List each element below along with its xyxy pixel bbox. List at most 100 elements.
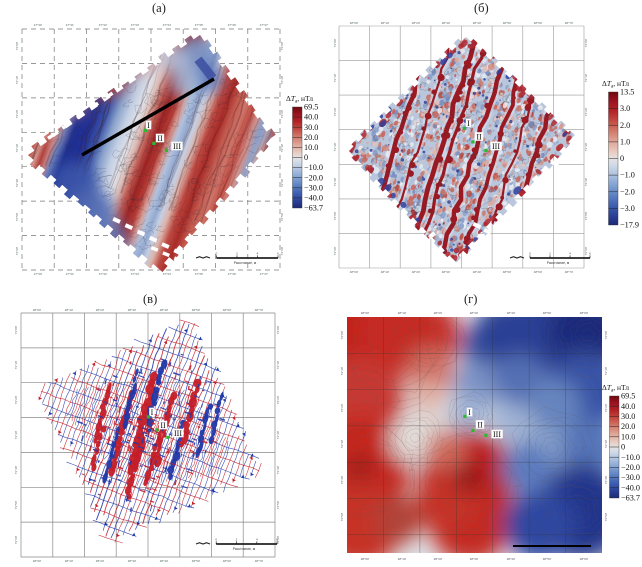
svg-text:47°32ʹ: 47°32ʹ <box>99 272 108 276</box>
svg-text:−20.0: −20.0 <box>621 463 640 472</box>
svg-text:73°30ʹ: 73°30ʹ <box>340 439 344 448</box>
svg-text:48°40ʹ: 48°40ʹ <box>473 21 482 25</box>
svg-text:73°00ʹ: 73°00ʹ <box>333 38 337 47</box>
svg-text:73°30ʹ: 73°30ʹ <box>14 430 18 439</box>
svg-text:II: II <box>160 421 166 430</box>
svg-text:73°50ʹ: 73°50ʹ <box>584 211 588 220</box>
svg-text:2: 2 <box>236 537 238 541</box>
svg-text:48°40ʹ: 48°40ʹ <box>160 308 169 312</box>
svg-text:48°50ʹ: 48°50ʹ <box>503 21 512 25</box>
svg-text:73°60ʹ: 73°60ʹ <box>333 246 337 255</box>
svg-text:0: 0 <box>216 251 218 255</box>
svg-text:20.0: 20.0 <box>304 133 318 142</box>
svg-text:48°50ʹ: 48°50ʹ <box>503 270 512 274</box>
svg-text:73°40ʹ: 73°40ʹ <box>584 177 588 186</box>
svg-text:73°30ʹ: 73°30ʹ <box>333 142 337 151</box>
svg-text:48°00ʹ: 48°00ʹ <box>350 21 359 25</box>
svg-text:48°50ʹ: 48°50ʹ <box>543 557 552 561</box>
svg-text:I: I <box>468 408 471 417</box>
svg-text:−30.0: −30.0 <box>304 183 323 192</box>
svg-text:48°30ʹ: 48°30ʹ <box>442 270 451 274</box>
svg-text:69.5: 69.5 <box>304 103 318 112</box>
svg-text:48°30ʹ: 48°30ʹ <box>470 311 479 315</box>
svg-text:73°50ʹ: 73°50ʹ <box>340 512 344 521</box>
svg-text:II: II <box>157 134 163 143</box>
svg-text:48°40ʹ: 48°40ʹ <box>507 311 516 315</box>
svg-text:48°70ʹ: 48°70ʹ <box>565 270 574 274</box>
svg-text:73°00ʹ: 73°00ʹ <box>15 41 19 50</box>
svg-text:48°20ʹ: 48°20ʹ <box>96 559 105 563</box>
svg-text:73°50ʹ: 73°50ʹ <box>333 211 337 220</box>
svg-text:I: I <box>151 408 154 417</box>
svg-text:47°31ʹ: 47°31ʹ <box>66 272 75 276</box>
svg-text:1.0: 1.0 <box>620 138 630 147</box>
svg-text:ΔTa, нТл: ΔTa, нТл <box>286 94 313 105</box>
svg-text:47°33ʹ: 47°33ʹ <box>131 272 140 276</box>
svg-text:73°10ʹ: 73°10ʹ <box>15 75 19 84</box>
svg-text:48°40ʹ: 48°40ʹ <box>160 559 169 563</box>
svg-text:73°00ʹ: 73°00ʹ <box>604 330 608 339</box>
svg-text:0: 0 <box>620 154 624 163</box>
svg-text:73°60ʹ: 73°60ʹ <box>276 535 280 544</box>
svg-text:4: 4 <box>256 537 258 541</box>
svg-text:47°34ʹ: 47°34ʹ <box>163 23 172 27</box>
svg-text:48°60ʹ: 48°60ʹ <box>580 311 589 315</box>
svg-text:73°20ʹ: 73°20ʹ <box>276 395 280 404</box>
svg-text:48°10ʹ: 48°10ʹ <box>381 270 390 274</box>
svg-text:73°10ʹ: 73°10ʹ <box>340 366 344 375</box>
svg-text:73°50ʹ: 73°50ʹ <box>276 500 280 509</box>
svg-text:47°35ʹ: 47°35ʹ <box>195 272 204 276</box>
svg-text:73°40ʹ: 73°40ʹ <box>604 475 608 484</box>
svg-text:73°10ʹ: 73°10ʹ <box>14 360 18 369</box>
svg-text:0: 0 <box>215 537 217 541</box>
svg-text:47°30ʹ: 47°30ʹ <box>34 272 43 276</box>
svg-text:48°60ʹ: 48°60ʹ <box>534 21 543 25</box>
svg-text:III: III <box>493 430 501 439</box>
svg-text:2.0: 2.0 <box>620 121 630 130</box>
svg-text:48°00ʹ: 48°00ʹ <box>361 557 370 561</box>
svg-text:10.0: 10.0 <box>304 143 318 152</box>
svg-text:47°37ʹ: 47°37ʹ <box>260 272 269 276</box>
svg-text:40.0: 40.0 <box>304 113 318 122</box>
svg-text:−10.0: −10.0 <box>621 453 640 462</box>
svg-text:III: III <box>492 142 500 151</box>
svg-text:48°20ʹ: 48°20ʹ <box>434 311 443 315</box>
svg-text:−2.0: −2.0 <box>620 187 635 196</box>
svg-text:ΔTa, нТл: ΔTa, нТл <box>602 383 629 394</box>
svg-text:48°10ʹ: 48°10ʹ <box>398 557 407 561</box>
svg-text:73°00ʹ: 73°00ʹ <box>584 38 588 47</box>
svg-text:−3.0: −3.0 <box>620 204 635 213</box>
svg-text:47°36ʹ: 47°36ʹ <box>228 23 237 27</box>
svg-text:48°50ʹ: 48°50ʹ <box>192 308 201 312</box>
svg-text:2: 2 <box>236 251 238 255</box>
svg-text:48°30ʹ: 48°30ʹ <box>128 308 137 312</box>
svg-text:73°30ʹ: 73°30ʹ <box>15 143 19 152</box>
svg-text:48°20ʹ: 48°20ʹ <box>412 270 421 274</box>
svg-text:6: 6 <box>589 251 591 255</box>
svg-text:−40.0: −40.0 <box>621 483 640 492</box>
svg-text:0: 0 <box>529 251 531 255</box>
svg-text:47°32ʹ: 47°32ʹ <box>99 23 108 27</box>
svg-text:73°30ʹ: 73°30ʹ <box>276 430 280 439</box>
svg-text:4: 4 <box>257 251 259 255</box>
svg-text:48°50ʹ: 48°50ʹ <box>192 559 201 563</box>
svg-text:48°00ʹ: 48°00ʹ <box>361 311 370 315</box>
svg-text:III: III <box>174 429 182 438</box>
svg-text:73°10ʹ: 73°10ʹ <box>333 73 337 82</box>
svg-text:30.0: 30.0 <box>304 123 318 132</box>
svg-text:II: II <box>476 133 482 142</box>
svg-text:−20.0: −20.0 <box>304 173 323 182</box>
svg-text:4: 4 <box>569 251 571 255</box>
svg-text:73°50ʹ: 73°50ʹ <box>15 212 19 221</box>
svg-text:−10.0: −10.0 <box>304 163 323 172</box>
svg-text:I: I <box>467 119 470 128</box>
svg-text:73°00ʹ: 73°00ʹ <box>276 325 280 334</box>
svg-text:73°30ʹ: 73°30ʹ <box>280 143 284 152</box>
svg-text:2: 2 <box>549 251 551 255</box>
svg-text:III: III <box>173 142 181 151</box>
svg-text:−17.9: −17.9 <box>620 221 639 230</box>
svg-text:73°10ʹ: 73°10ʹ <box>280 75 284 84</box>
svg-text:48°10ʹ: 48°10ʹ <box>381 21 390 25</box>
svg-text:48°60ʹ: 48°60ʹ <box>534 270 543 274</box>
svg-text:48°40ʹ: 48°40ʹ <box>507 557 516 561</box>
